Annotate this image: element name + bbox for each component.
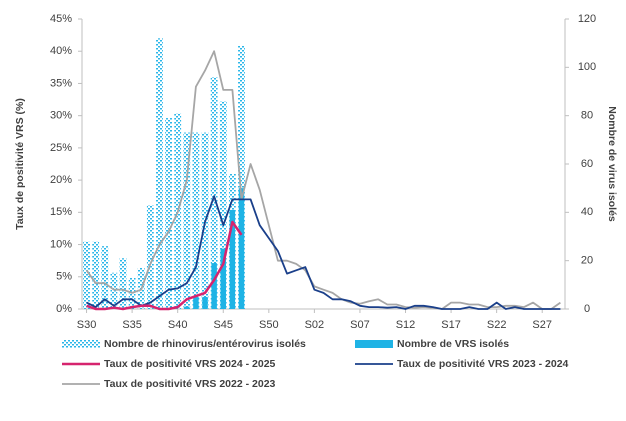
y-tick-label: 35% (50, 77, 72, 89)
line (86, 195, 561, 310)
x-tick-label: S35 (122, 319, 142, 331)
bar (83, 241, 90, 309)
legend-swatch (62, 340, 100, 348)
bar (119, 258, 127, 309)
x-tick-label: S45 (213, 319, 233, 331)
bar (183, 132, 191, 309)
bar (165, 118, 172, 309)
bar (220, 248, 226, 309)
y2-tick-label: 0 (584, 303, 590, 315)
y-tick-label: 30% (50, 110, 72, 122)
bar (146, 205, 154, 309)
x-tick-label: S27 (532, 319, 552, 331)
legend-label: Nombre de rhinovirus/entérovirus isolés (104, 338, 306, 350)
x-tick-label: S02 (305, 319, 325, 331)
bar (211, 263, 217, 309)
x-tick-label: S30 (77, 319, 97, 331)
y2-tick-label: 40 (581, 206, 593, 218)
bar (219, 101, 227, 310)
y2-tick-label: 80 (581, 110, 593, 122)
line (86, 220, 243, 311)
line (85, 50, 561, 310)
legend-label: Nombre de VRS isolés (397, 338, 509, 350)
y2-axis-label: Nombre de virus isolés (606, 106, 618, 222)
x-tick-label: S07 (350, 319, 370, 331)
legend-label: Taux de positivité VRS 2024 - 2025 (104, 358, 276, 370)
y-tick-label: 15% (50, 206, 72, 218)
y2-tick-label: 120 (578, 13, 596, 25)
y-tick-label: 40% (50, 45, 72, 57)
bar (202, 296, 208, 309)
x-tick-label: S40 (168, 319, 188, 331)
bar (184, 306, 190, 309)
y-tick-label: 10% (50, 238, 72, 250)
x-tick-label: S22 (487, 319, 507, 331)
x-tick-label: S50 (259, 319, 279, 331)
bar (210, 77, 218, 309)
x-tick-label: S12 (396, 319, 416, 331)
bar (192, 132, 200, 309)
legend-label: Taux de positivité VRS 2023 - 2024 (397, 358, 569, 370)
y-tick-label: 45% (50, 13, 72, 25)
legend-label: Taux de positivité VRS 2022 - 2023 (104, 378, 276, 390)
y2-tick-label: 60 (581, 158, 593, 170)
legend-swatch (355, 340, 393, 348)
y-axis-label: Taux de positivité VRS (%) (14, 98, 26, 230)
y-tick-label: 0% (56, 303, 72, 315)
bar (238, 188, 245, 309)
y-tick-label: 20% (50, 174, 72, 186)
y2-tick-label: 20 (581, 255, 593, 267)
bar (110, 272, 118, 309)
bar (101, 246, 109, 309)
y-tick-label: 25% (50, 142, 72, 154)
bar (229, 209, 236, 309)
bar (193, 296, 199, 309)
y-tick-label: 5% (56, 271, 72, 283)
bar (92, 241, 100, 309)
bar (238, 45, 245, 309)
bar (156, 38, 163, 309)
x-tick-label: S17 (441, 319, 461, 331)
y2-tick-label: 100 (578, 61, 596, 73)
